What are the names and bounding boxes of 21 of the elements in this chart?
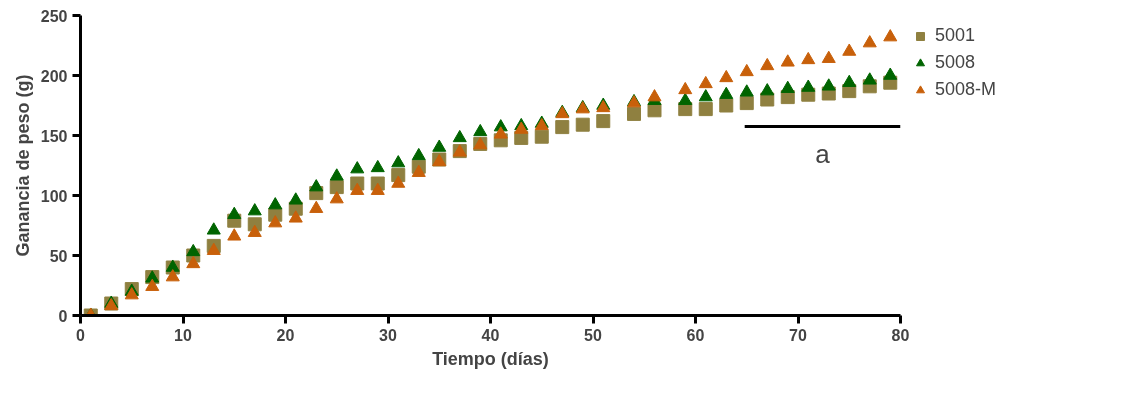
legend-label: 5001 <box>935 25 976 46</box>
x-tick-label: 80 <box>891 326 910 344</box>
x-tick-label: 10 <box>174 326 192 344</box>
legend-label: 5008-M <box>935 79 997 100</box>
x-axis-title: Tiempo (días) <box>432 348 549 369</box>
x-tick-label: 0 <box>76 326 86 344</box>
y-tick-label: 50 <box>49 247 68 265</box>
x-tick-label: 30 <box>379 326 397 344</box>
x-tick-label: 20 <box>276 326 295 344</box>
annotation: a <box>815 138 831 169</box>
y-axis-title: Ganancia de peso (g) <box>12 74 33 257</box>
y-tick-label: 200 <box>40 67 68 85</box>
legend-label: 5008 <box>935 52 976 73</box>
x-tick-label: 60 <box>686 326 705 344</box>
y-tick-label: 100 <box>40 187 68 205</box>
y-tick-label: 0 <box>58 307 68 325</box>
y-tick-label: 250 <box>40 7 68 25</box>
x-tick-label: 50 <box>584 326 602 344</box>
x-tick-label: 40 <box>481 326 500 344</box>
y-tick-label: 150 <box>40 127 68 145</box>
x-tick-label: 70 <box>789 326 807 344</box>
